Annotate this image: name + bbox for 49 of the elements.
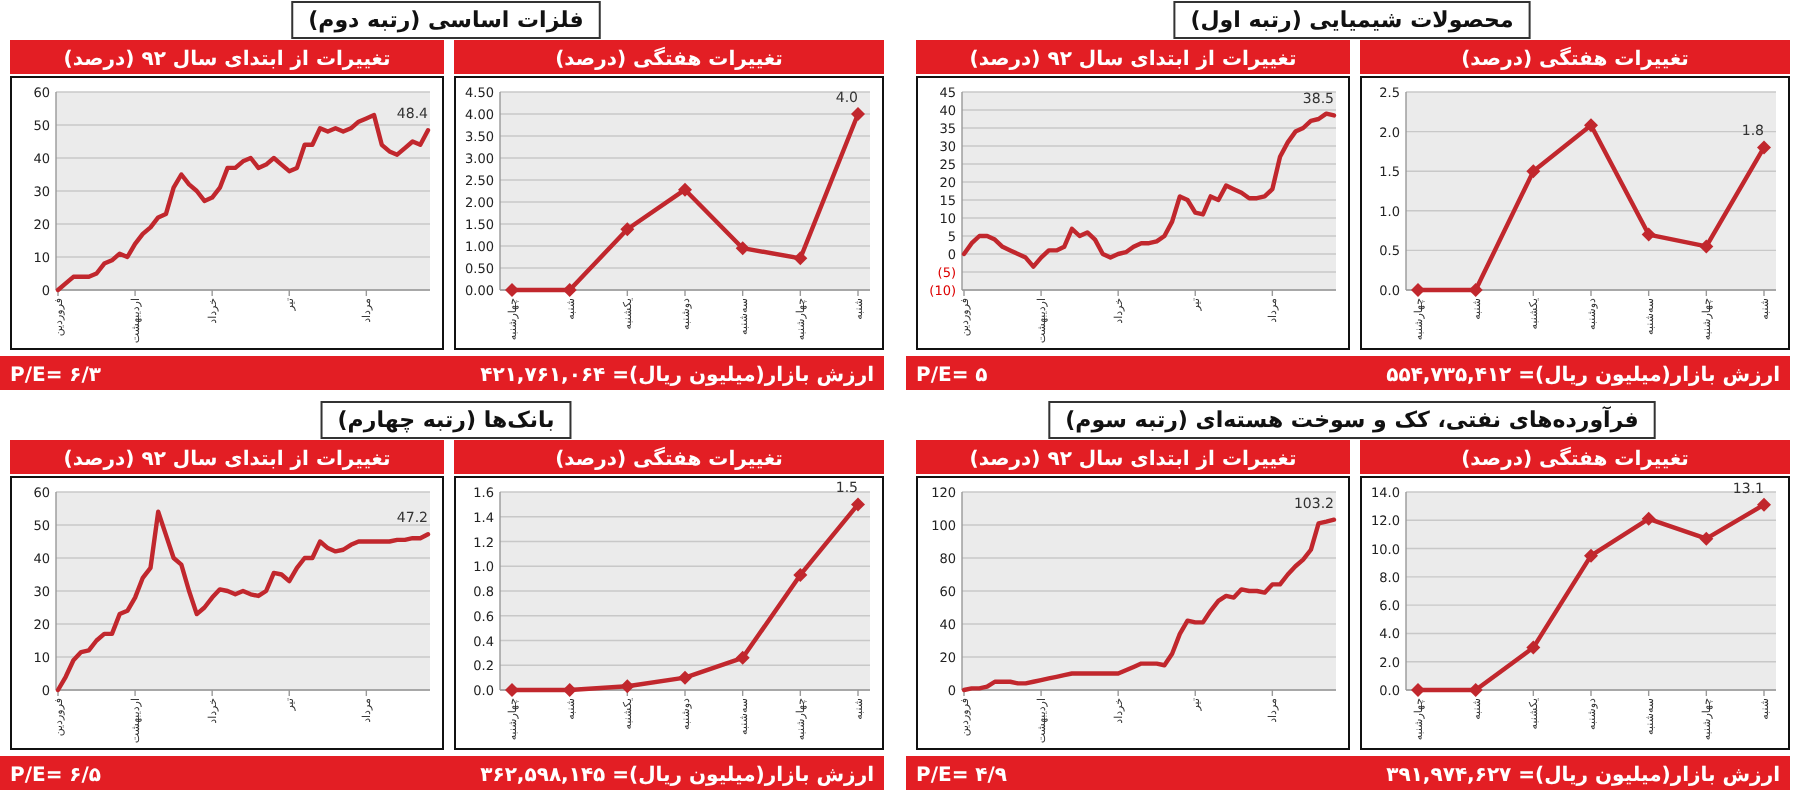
point [851,497,865,512]
point [735,650,750,665]
chart-title: تغییرات هفتگی (درصد) [1461,445,1690,471]
point [1468,683,1483,697]
point [505,283,519,297]
text: ارزش بازار(میلیون ریال)= ۵۵۴,۷۳۵,۴۱۲ [1386,365,1780,387]
point [620,679,635,694]
chart-title: تغییرات هفتگی (درصد) [555,45,784,71]
point [1641,227,1656,242]
point [505,683,519,697]
text: بانک‌ها (رتبه چهارم) [337,407,555,433]
text: محصولات شیمیایی (رتبه اول) [1190,7,1514,33]
chart-title: تغییرات از ابتدای سال ۹۲ (درصد) [63,49,391,71]
chart-title: تغییرات هفتگی (درصد) [1461,45,1690,71]
point [1584,548,1598,563]
point [1526,640,1541,655]
text: ارزش بازار(میلیون ریال)= ۳۹۱,۹۷۴,۶۲۷ [1386,765,1780,787]
point [1411,683,1425,697]
text: P/E= ۵ [916,365,988,387]
point [1468,283,1483,297]
point [1699,239,1714,254]
point [620,222,635,237]
line-series [961,111,1337,269]
chart-title: تغییرات از ابتدای سال ۹۲ (درصد) [63,449,391,471]
point [562,283,577,297]
text: P/E= ۴/۹ [916,765,1008,787]
point [1526,164,1541,179]
point [562,683,577,697]
text: P/E= ۶/۵ [10,765,102,787]
point [678,670,692,685]
point [735,241,750,256]
text: ارزش بازار(میلیون ریال)= ۴۲۱,۷۶۱,۰۶۴ [480,365,874,387]
text: فرآورده‌های نفتی، کک و سوخت هسته‌ای (رتبه سوم) [1065,405,1639,433]
point [793,251,808,266]
point [1757,497,1771,512]
point [678,182,692,197]
point [793,567,808,582]
chart-title: تغییرات از ابتدای سال ۹۲ (درصد) [969,49,1297,71]
point [1641,511,1656,526]
text: ارزش بازار(میلیون ریال)= ۳۶۲,۵۹۸,۱۴۵ [480,765,874,787]
chart-title: تغییرات هفتگی (درصد) [555,445,784,471]
point [851,107,865,121]
text: فلزات اساسی (رتبه دوم) [308,7,584,33]
point [1411,283,1425,297]
point [1757,140,1771,155]
point [1699,531,1714,546]
chart-title: تغییرات از ابتدای سال ۹۲ (درصد) [969,449,1297,471]
text: P/E= ۶/۳ [10,365,102,387]
point [1584,118,1598,133]
